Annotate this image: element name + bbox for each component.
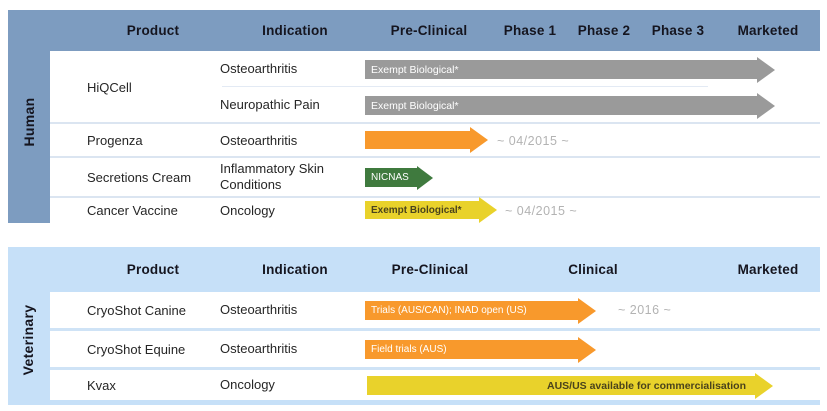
column-header-preclinical: Pre-Clinical [391,262,469,277]
row-divider [50,328,820,331]
pipeline-arrow-progenza [365,131,470,149]
arrow-label: Exempt Biological* [371,63,459,76]
pipeline-arrow-hiqcell-neuropathic: Exempt Biological* [365,96,757,115]
column-header-phase3: Phase 3 [651,23,705,38]
subrow-divider [222,86,708,87]
arrow-label: AUS/US available for commercialisation [547,379,746,392]
column-header-preclinical: Pre-Clinical [390,23,468,38]
veterinary-table: CryoShot Canine Osteoarthritis Trials (A… [50,292,820,400]
milestone-note-cryoshot-canine: ~ 2016 ~ [618,303,672,317]
product-cell-kvax: Kvax [87,377,116,393]
pipeline-arrow-kvax: AUS/US available for commercialisation [367,376,755,395]
row-divider [50,156,820,158]
indication-cell-cryoshot-equine: Osteoarthritis [220,341,298,357]
arrow-label: Exempt Biological* [371,99,459,112]
column-header-phase1: Phase 1 [503,23,557,38]
product-cell-progenza: Progenza [87,133,143,148]
indication-cell-cryoshot-canine: Osteoarthritis [220,302,298,318]
human-section-label: Human [21,97,37,147]
arrow-label: Exempt Biological* [371,204,462,216]
milestone-note-progenza: ~ 04/2015 ~ [497,133,570,148]
column-header-phase2: Phase 2 [577,23,631,38]
column-header-clinical: Clinical [568,262,618,277]
indication-cell-progenza: Osteoarthritis [220,132,298,148]
arrow-label: Field trials (AUS) [371,344,447,355]
column-header-product: Product [126,262,180,277]
human-section: Human Product Indication Pre-Clinical Ph… [8,10,820,223]
pipeline-arrow-secretions: NICNAS [365,168,417,187]
column-header-marketed: Marketed [737,23,799,38]
product-cell-secretions: Secretions Cream [87,169,192,185]
column-header-indication: Indication [262,23,328,38]
pipeline-arrow-cryoshot-canine: Trials (AUS/CAN); INAD open (US) [365,301,578,320]
column-header-product: Product [126,23,180,38]
product-cell-cancer-vaccine: Cancer Vaccine [87,203,178,218]
veterinary-section-label: Veterinary [20,304,36,376]
product-cell-cryoshot-equine: CryoShot Equine [87,341,186,357]
row-divider [50,367,820,370]
product-cell-cryoshot-canine: CryoShot Canine [87,302,186,318]
pipeline-arrow-hiqcell-osteoarthritis: Exempt Biological* [365,60,757,79]
product-cell-hiqcell: HiQCell [87,79,132,95]
column-header-indication: Indication [262,262,328,277]
milestone-note-cancer-vaccine: ~ 04/2015 ~ [505,203,578,218]
indication-cell-secretions: Inflammatory Skin Conditions [220,161,325,192]
indication-cell-hiqcell-oa: Osteoarthritis [220,61,298,77]
pipeline-arrow-cryoshot-equine: Field trials (AUS) [365,340,578,359]
pipeline-arrow-cancer-vaccine: Exempt Biological* [365,201,479,219]
column-header-marketed: Marketed [737,262,799,277]
veterinary-section: Veterinary Product Indication Pre-Clinic… [8,247,820,405]
row-divider [50,122,820,124]
indication-cell-cancer-vaccine: Oncology [220,202,275,218]
arrow-label: NICNAS [371,172,409,183]
row-divider [50,196,820,198]
arrow-label: Trials (AUS/CAN); INAD open (US) [371,305,527,316]
indication-cell-kvax: Oncology [220,377,275,393]
human-table: HiQCell Osteoarthritis Exempt Biological… [50,51,820,223]
indication-cell-hiqcell-np: Neuropathic Pain [220,97,320,113]
